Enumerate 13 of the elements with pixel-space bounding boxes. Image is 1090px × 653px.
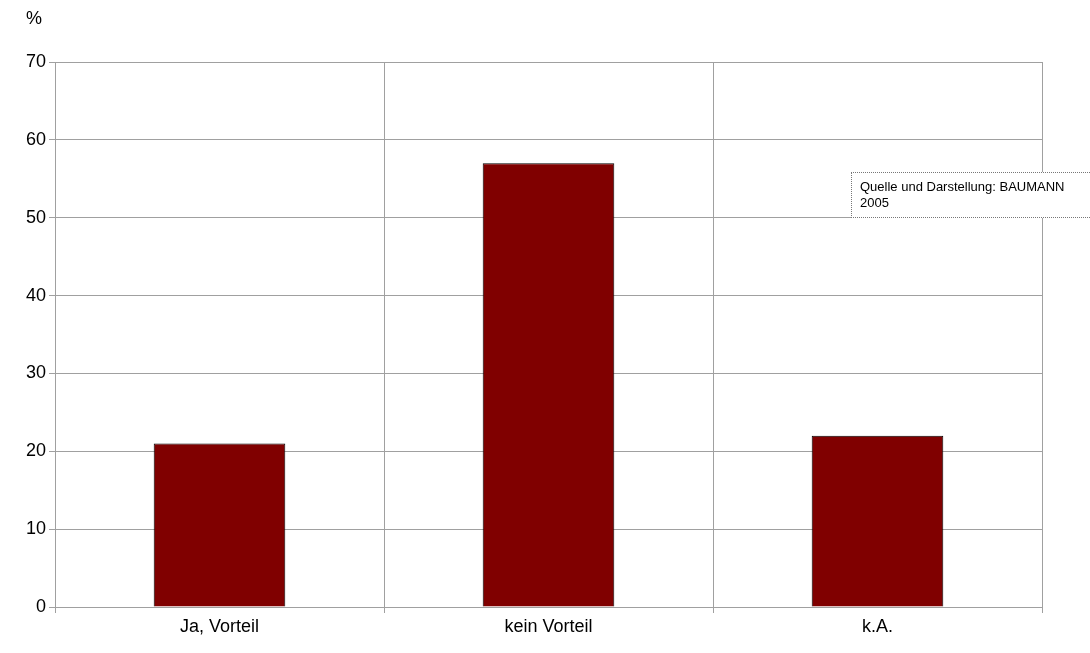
y-tick-label: 60	[25, 128, 46, 149]
y-axis-title: %	[26, 8, 43, 29]
annotation: Quelle und Darstellung: BAUMANN 2005	[851, 172, 1090, 218]
y-tick-label: 50	[25, 206, 46, 227]
y-tick-label: 0	[35, 595, 46, 616]
y-tick-label: 10	[25, 518, 46, 539]
y-tick-label: 20	[25, 440, 46, 461]
y-tick-label: 30	[25, 362, 46, 383]
x-tick-label: k.A.	[861, 615, 894, 636]
x-tick-label: Ja, Vorteil	[179, 615, 260, 636]
x-tick-label: kein Vorteil	[504, 615, 593, 636]
y-tick-label: 70	[25, 50, 46, 71]
y-tick-label: 40	[25, 284, 46, 305]
